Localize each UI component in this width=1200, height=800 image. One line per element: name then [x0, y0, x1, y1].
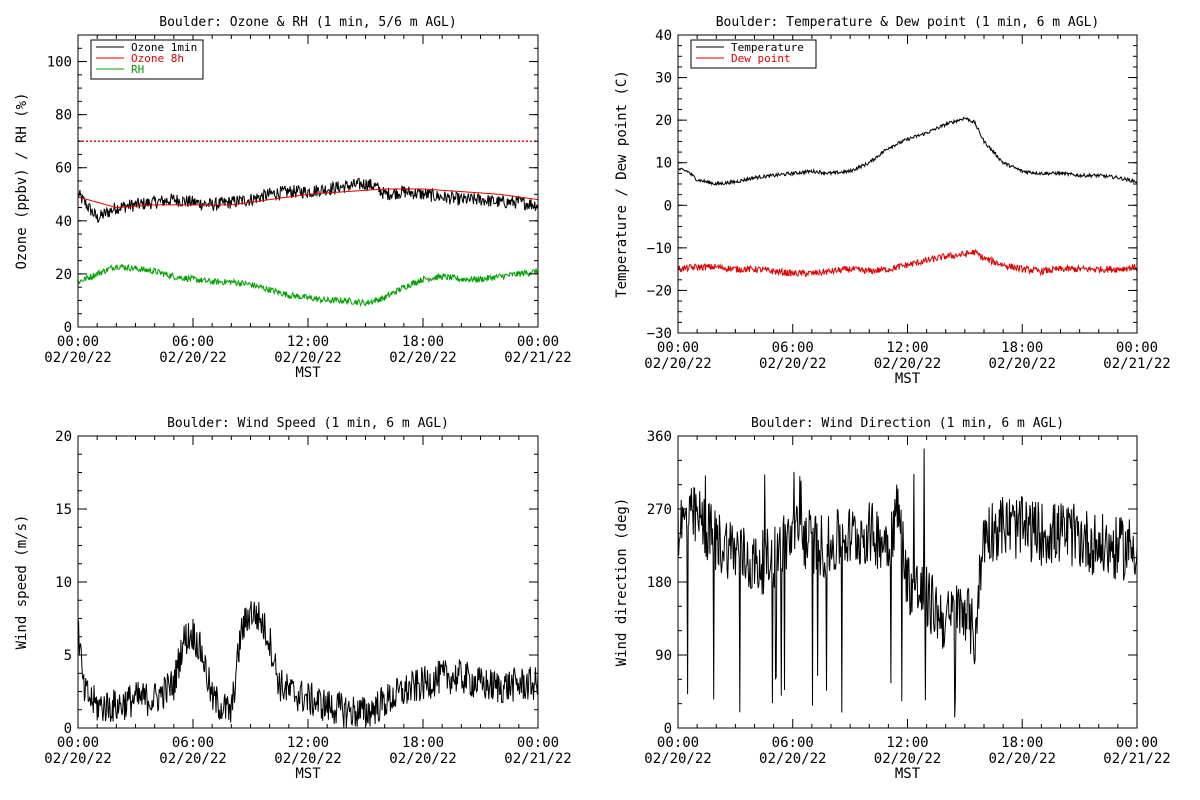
x-tick-date-label: 02/20/22 — [759, 751, 826, 767]
x-tick-date-label: 02/20/22 — [644, 751, 711, 767]
plot-area — [678, 448, 1137, 718]
chart-panel-3: Boulder: Wind Speed (1 min, 6 m AGL) 0 5 10… — [14, 416, 572, 782]
x-axis-label: MST — [295, 365, 321, 381]
chart-title: Boulder: Wind Direction (1 min, 6 m AGL) — [751, 416, 1064, 431]
chart-panel-4: Boulder: Wind Direction (1 min, 6 m AGL)… — [614, 416, 1171, 782]
plot-area — [78, 601, 538, 728]
x-tick-date-label: 02/20/22 — [274, 350, 341, 366]
x-tick-time-label: 06:00 — [772, 340, 814, 356]
y-axis-label: Wind direction (deg) — [614, 498, 630, 667]
chart-title: Boulder: Wind Speed (1 min, 6 m AGL) — [167, 416, 449, 431]
x-tick-time-label: 18:00 — [1001, 735, 1043, 751]
x-tick-date-label: 02/20/22 — [44, 350, 111, 366]
x-tick-date-label: 02/20/22 — [644, 356, 711, 372]
series-line-1 — [678, 448, 1137, 718]
legend-label: Dew point — [731, 52, 791, 65]
x-axis-label: MST — [895, 371, 921, 387]
x-tick-time-label: 12:00 — [287, 735, 329, 751]
plot-area — [78, 140, 538, 308]
x-tick-date-label: 02/20/22 — [274, 751, 341, 767]
chart-title: Boulder: Ozone & RH (1 min, 5/6 m AGL) — [159, 15, 456, 30]
y-tick-label: 0 — [664, 198, 672, 214]
y-tick-label: 80 — [55, 108, 72, 124]
x-tick-time-label: 00:00 — [1116, 340, 1158, 356]
x-tick-time-label: 18:00 — [402, 735, 444, 751]
plot-area — [678, 116, 1137, 278]
series-line-1 — [78, 177, 538, 223]
plot-frame — [677, 34, 1138, 334]
x-tick-time-label: 00:00 — [657, 340, 699, 356]
x-tick-date-label: 02/21/22 — [504, 350, 571, 366]
x-tick-time-label: 06:00 — [172, 334, 214, 350]
y-tick-label: 60 — [55, 161, 72, 177]
x-tick-date-label: 02/21/22 — [504, 751, 571, 767]
y-tick-label: 40 — [55, 214, 72, 230]
y-tick-label: 40 — [655, 28, 672, 44]
y-tick-label: 0 — [64, 320, 72, 336]
x-axis-label: MST — [295, 766, 321, 782]
x-tick-time-label: 12:00 — [287, 334, 329, 350]
x-tick-date-label: 02/21/22 — [1103, 356, 1170, 372]
y-tick-label: 0 — [64, 721, 72, 737]
y-axis-label: Temperature / Dew point (C) — [614, 70, 630, 298]
y-tick-label: 5 — [64, 648, 72, 664]
series-line-1 — [678, 116, 1137, 186]
series-line-2 — [78, 188, 538, 208]
x-tick-date-label: 02/20/22 — [159, 751, 226, 767]
x-tick-date-label: 02/20/22 — [389, 350, 456, 366]
x-tick-date-label: 02/20/22 — [759, 356, 826, 372]
legend-label: RH — [131, 63, 144, 76]
x-tick-date-label: 02/20/22 — [874, 356, 941, 372]
y-tick-label: 20 — [55, 267, 72, 283]
y-tick-label: 360 — [647, 429, 672, 445]
y-tick-label: 180 — [647, 575, 672, 591]
legend-label: Ozone 8h — [131, 52, 184, 65]
chart-title: Boulder: Temperature & Dew point (1 min,… — [716, 15, 1100, 30]
x-tick-time-label: 00:00 — [1116, 735, 1158, 751]
x-tick-time-label: 06:00 — [772, 735, 814, 751]
x-tick-time-label: 00:00 — [517, 334, 559, 350]
y-axis-label: Wind speed (m/s) — [14, 515, 30, 650]
x-tick-date-label: 02/20/22 — [989, 751, 1056, 767]
x-tick-date-label: 02/21/22 — [1103, 751, 1170, 767]
y-tick-label: −30 — [647, 326, 672, 342]
x-tick-time-label: 12:00 — [886, 340, 928, 356]
y-axis-label: Ozone (ppbv) / RH (%) — [14, 92, 30, 269]
x-tick-date-label: 02/20/22 — [989, 356, 1056, 372]
y-tick-label: 10 — [55, 575, 72, 591]
y-tick-label: 10 — [655, 156, 672, 172]
y-tick-label: 0 — [664, 721, 672, 737]
x-tick-time-label: 18:00 — [402, 334, 444, 350]
y-tick-label: 15 — [55, 502, 72, 518]
series-line-2 — [678, 248, 1137, 278]
x-tick-time-label: 00:00 — [657, 735, 699, 751]
x-tick-time-label: 00:00 — [57, 735, 99, 751]
x-tick-date-label: 02/20/22 — [159, 350, 226, 366]
x-tick-time-label: 06:00 — [172, 735, 214, 751]
legend-label: Ozone 1min — [131, 41, 197, 54]
x-tick-time-label: 00:00 — [57, 334, 99, 350]
y-tick-label: 100 — [47, 55, 72, 71]
y-tick-label: 30 — [655, 71, 672, 87]
series-line-1 — [78, 601, 538, 728]
x-tick-date-label: 02/20/22 — [44, 751, 111, 767]
y-tick-label: −10 — [647, 241, 672, 257]
y-tick-label: 20 — [655, 113, 672, 129]
y-tick-label: −20 — [647, 283, 672, 299]
y-tick-label: 90 — [655, 648, 672, 664]
chart-panel-2: Boulder: Temperature & Dew point (1 min,… — [614, 15, 1171, 387]
x-tick-time-label: 00:00 — [517, 735, 559, 751]
x-tick-time-label: 18:00 — [1001, 340, 1043, 356]
legend-label: Temperature — [731, 41, 804, 54]
x-axis-label: MST — [895, 766, 921, 782]
series-line-3 — [78, 263, 538, 308]
x-tick-date-label: 02/20/22 — [874, 751, 941, 767]
x-tick-date-label: 02/20/22 — [389, 751, 456, 767]
chart-panel-1: Boulder: Ozone & RH (1 min, 5/6 m AGL)02… — [14, 15, 572, 381]
x-tick-time-label: 12:00 — [886, 735, 928, 751]
y-tick-label: 270 — [647, 502, 672, 518]
legend-box — [690, 39, 817, 69]
y-tick-label: 20 — [55, 429, 72, 445]
